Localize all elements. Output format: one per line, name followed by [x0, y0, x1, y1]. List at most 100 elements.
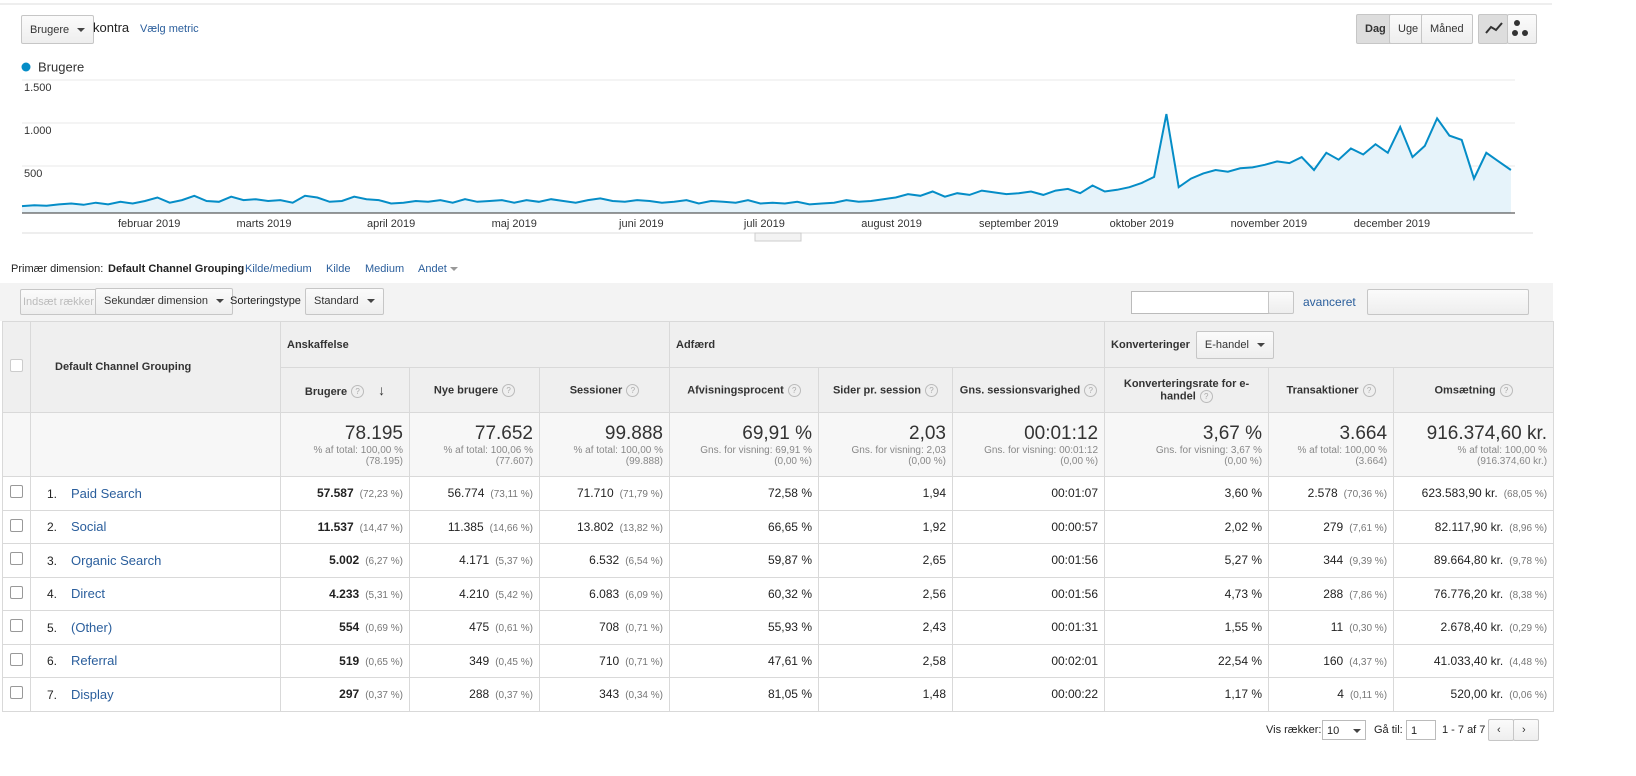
cell-value: 1,48: [922, 687, 946, 702]
cell-value: 00:01:31: [1051, 620, 1099, 635]
rows-select[interactable]: 10: [1322, 720, 1366, 740]
cell-value: 22,54 %: [1217, 653, 1263, 668]
cell-value: 343: [599, 687, 620, 702]
dimension-option[interactable]: Medium: [365, 263, 405, 275]
dimension-option[interactable]: Andet: [418, 263, 458, 275]
cell-value: 55,93 %: [767, 620, 812, 635]
value-cell: 1,17 %: [1104, 677, 1270, 712]
checkbox[interactable]: [10, 518, 23, 532]
value-cell: 00:01:07: [951, 476, 1106, 511]
value-cell: 4,73 %: [1104, 576, 1270, 611]
sort-dropdown[interactable]: Standard: [305, 288, 384, 315]
cell-percent: (9,39 %): [1349, 556, 1388, 568]
data-row: 4. Direct 4.233 (5,31 %) 4.210 (5,42 %) 6.083 (…: [2, 576, 1555, 611]
motion-chart-button[interactable]: [1507, 14, 1537, 44]
group-header: Anskaffelse: [280, 321, 670, 368]
value-cell: 00:00:22: [951, 677, 1106, 712]
total-value: 3.664: [1339, 422, 1388, 444]
bubble-icon: [1512, 30, 1518, 36]
insert-rows-button[interactable]: Indsæt rækker: [20, 289, 97, 315]
cell-value: 554: [339, 620, 360, 635]
value-cell: 00:02:01: [951, 643, 1106, 678]
column-header: Transaktioner?: [1268, 367, 1395, 413]
total-cell: 78.195% af total: 100,00 % (78.195): [280, 412, 410, 477]
dimension-cell: 3. Organic Search: [30, 543, 281, 578]
row-name-link[interactable]: Social: [71, 519, 107, 535]
checkbox[interactable]: [10, 686, 23, 700]
row-name-link[interactable]: Referral: [71, 653, 118, 669]
period-button[interactable]: Måned: [1421, 14, 1473, 44]
row-name-link[interactable]: Display: [71, 686, 114, 702]
value-cell: 2,02 %: [1104, 509, 1270, 544]
value-cell: 11 (0,30 %): [1268, 610, 1395, 645]
conversion-select[interactable]: E-handel: [1195, 330, 1274, 359]
cell-value: 1,94: [922, 486, 946, 501]
column-header: Sider pr. session?: [818, 367, 953, 413]
row-name-link[interactable]: Direct: [71, 586, 105, 602]
row-name-link[interactable]: (Other): [71, 619, 113, 635]
cell-value: 00:01:56: [1051, 586, 1099, 601]
row-name-link[interactable]: Paid Search: [71, 485, 142, 501]
cell-value: 66,65 %: [767, 519, 812, 534]
row-name-link[interactable]: Organic Search: [71, 552, 162, 568]
next-button[interactable]: ›: [1513, 719, 1539, 741]
collapse-tab[interactable]: [754, 232, 802, 242]
checkbox[interactable]: [10, 619, 23, 633]
cell-percent: (9,78 %): [1509, 556, 1548, 568]
row-checkbox-cell: [2, 643, 31, 678]
choose-metric-link[interactable]: Vælg metric: [140, 23, 199, 35]
cell-value: 4: [1337, 687, 1344, 702]
cell-value: 89.664,80 kr.: [1433, 553, 1504, 568]
goto-input[interactable]: 1: [1406, 720, 1436, 740]
cell-value: 5,27 %: [1224, 553, 1263, 568]
help-icon: ?: [626, 383, 640, 397]
cell-percent: (14,47 %): [359, 522, 403, 534]
checkbox[interactable]: [10, 652, 23, 666]
value-cell: 2,65: [818, 543, 953, 578]
value-cell: 00:00:57: [951, 509, 1106, 544]
checkbox[interactable]: [10, 552, 23, 566]
total-subline: % af total: 100,00 %: [313, 444, 403, 456]
value-cell: 288 (0,37 %): [409, 677, 540, 712]
total-subline: Gns. for visning: 2,03: [851, 444, 947, 456]
cell-percent: (0,69 %): [365, 623, 403, 635]
value-cell: 2,56: [818, 576, 953, 611]
total-value: 00:01:12: [1024, 422, 1099, 444]
checkbox[interactable]: [10, 485, 23, 499]
range-label: 1 - 7 af 7: [1442, 724, 1486, 736]
search-button[interactable]: [1268, 291, 1294, 314]
value-cell: 519 (0,65 %): [280, 643, 410, 678]
prev-button[interactable]: ‹: [1488, 719, 1514, 741]
advanced-link[interactable]: avanceret: [1303, 295, 1356, 309]
dimension-option[interactable]: Kilde/medium: [245, 263, 312, 275]
period-button[interactable]: Dag: [1356, 14, 1395, 44]
value-cell: 1,92: [818, 509, 953, 544]
secondary-dimension-dropdown[interactable]: Sekundær dimension: [95, 288, 233, 315]
metric-dropdown[interactable]: Brugere: [21, 15, 95, 44]
help-icon: ?: [925, 383, 939, 397]
help-icon: ?: [1199, 389, 1213, 403]
legend-dot: [21, 62, 31, 72]
value-cell: 71.710 (71,79 %): [539, 476, 670, 511]
value-cell: 1,94: [818, 476, 953, 511]
dimension-option[interactable]: Kilde: [326, 263, 351, 275]
search-input[interactable]: [1131, 291, 1273, 314]
value-cell: 520,00 kr. (0,06 %): [1393, 677, 1555, 712]
checkbox[interactable]: [10, 585, 23, 599]
cell-value: 11: [1330, 620, 1344, 635]
row-index: 7.: [47, 687, 58, 702]
value-cell: 343 (0,34 %): [539, 677, 670, 712]
column-label: Sider pr. session: [832, 383, 922, 396]
dimension-option[interactable]: Default Channel Grouping: [108, 263, 245, 275]
value-cell: 66,65 %: [669, 509, 819, 544]
view-switcher[interactable]: [1367, 289, 1529, 315]
y-tick-label: 500: [24, 168, 42, 180]
cell-percent: (0,34 %): [625, 690, 663, 702]
value-cell: 1,55 %: [1104, 610, 1270, 645]
x-tick-label: april 2019: [367, 218, 415, 230]
cell-value: 4.171: [459, 553, 490, 568]
value-cell: 2,58: [818, 643, 953, 678]
cell-value: 4.210: [459, 586, 490, 601]
period-button[interactable]: Uge: [1389, 14, 1428, 44]
column-header: Nye brugere?: [409, 367, 540, 413]
